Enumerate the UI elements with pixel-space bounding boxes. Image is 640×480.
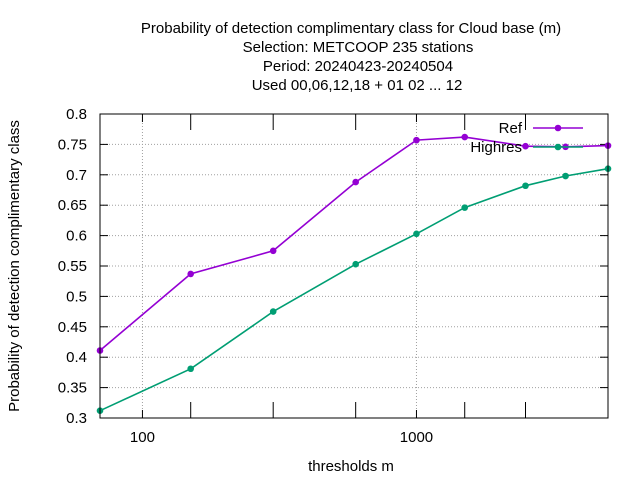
y-tick-label: 0.3: [66, 410, 87, 427]
title-line-4: Used 00,06,12,18 + 01 02 ... 12: [252, 77, 463, 94]
data-point-ref: [352, 178, 359, 186]
title-line-3: Period: 20240423-20240504: [263, 58, 453, 75]
x-tick-label: 100: [130, 429, 155, 446]
x-axis-label: thresholds m: [308, 458, 394, 475]
y-tick-label: 0.45: [58, 319, 87, 336]
legend-marker-ref: [554, 124, 562, 132]
data-point-ref: [187, 270, 194, 278]
series-ref: [96, 133, 612, 354]
y-tick-label: 0.65: [58, 197, 87, 214]
title-line-1: Probability of detection complimentary c…: [141, 20, 561, 37]
y-tick-labels: 0.3 0.35 0.4 0.45 0.5 0.55 0.6 0.65 0.7 0.75 0.8: [58, 106, 87, 427]
legend-label-highres: Highres: [470, 139, 522, 156]
grid: [100, 114, 608, 418]
y-axis-label: Probability of detection complimentary c…: [6, 120, 23, 412]
series-line-highres: [99, 167, 609, 412]
chart-title: Probability of detection complimentary c…: [141, 20, 561, 94]
data-point-ref: [461, 133, 469, 141]
y-tick-label: 0.75: [58, 136, 87, 153]
axis-ticks: [100, 113, 608, 419]
series-highres: [96, 165, 612, 415]
x-tick-labels: 100 1000: [130, 429, 433, 446]
data-point-highres: [413, 230, 420, 238]
y-tick-label: 0.7: [66, 167, 87, 184]
x-tick-label: 1000: [400, 429, 433, 446]
data-point-ref: [269, 247, 277, 255]
legend: Ref Highres: [470, 120, 583, 156]
data-point-ref: [522, 142, 529, 150]
y-tick-label: 0.55: [58, 258, 87, 275]
data-point-highres: [352, 260, 359, 268]
series-line-ref: [99, 136, 609, 352]
plot-frame: [99, 113, 609, 419]
data-point-highres: [461, 204, 469, 211]
y-tick-label: 0.6: [66, 228, 87, 245]
y-tick-label: 0.4: [66, 349, 87, 366]
data-point-highres: [269, 308, 277, 315]
data-point-highres: [522, 182, 529, 190]
data-point-highres: [187, 365, 194, 373]
legend-label-ref: Ref: [499, 120, 523, 137]
data-point-ref: [413, 136, 420, 144]
series-group: [96, 133, 612, 415]
data-point-highres: [562, 172, 569, 180]
legend-marker-highres: [554, 143, 562, 151]
y-tick-label: 0.5: [66, 288, 87, 305]
y-tick-label: 0.8: [66, 106, 87, 123]
y-tick-label: 0.35: [58, 380, 87, 397]
title-line-2: Selection: METCOOP 235 stations: [243, 39, 474, 56]
